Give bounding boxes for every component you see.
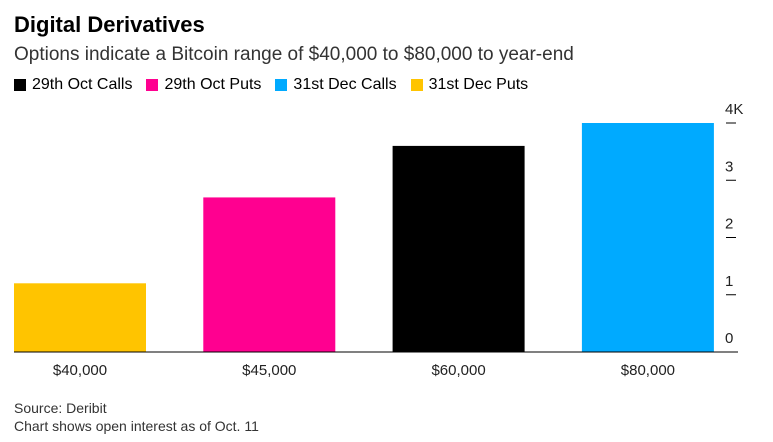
y-tick-label: 2 (725, 216, 733, 233)
legend-item-oct-puts: 29th Oct Puts (146, 76, 261, 94)
legend-label: 31st Dec Calls (293, 76, 397, 93)
legend-item-dec-calls: 31st Dec Calls (275, 76, 397, 94)
x-tick-label: $60,000 (431, 362, 485, 379)
chart-title: Digital Derivatives (14, 12, 205, 37)
legend-item-dec-puts: 31st Dec Puts (410, 76, 529, 94)
bar-2 (392, 145, 525, 352)
bar-1 (203, 197, 336, 352)
legend-swatch (275, 79, 288, 91)
legend: 29th Oct Calls 29th Oct Puts 31st Dec Ca… (14, 76, 542, 94)
legend-swatch (146, 79, 159, 91)
y-tick-label: 3 (725, 158, 733, 175)
y-tick-label: 0 (725, 330, 733, 347)
x-tick-label: $40,000 (53, 362, 107, 379)
y-tick-label: 1 (725, 273, 733, 290)
x-tick-label: $80,000 (621, 362, 675, 379)
legend-item-oct-calls: 29th Oct Calls (14, 76, 132, 94)
legend-label: 31st Dec Puts (428, 76, 529, 93)
y-tick-label: 4K (725, 101, 743, 118)
legend-label: 29th Oct Puts (164, 76, 262, 93)
source-note: Source: Deribit (14, 400, 107, 416)
legend-label: 29th Oct Calls (32, 76, 133, 93)
chart-note: Chart shows open interest as of Oct. 11 (14, 418, 259, 434)
chart-subtitle: Options indicate a Bitcoin range of $40,… (14, 44, 574, 65)
bar-3 (581, 123, 714, 352)
bar-0 (14, 283, 146, 352)
x-tick-label: $45,000 (242, 362, 296, 379)
legend-swatch (14, 79, 26, 91)
legend-swatch (410, 79, 423, 91)
